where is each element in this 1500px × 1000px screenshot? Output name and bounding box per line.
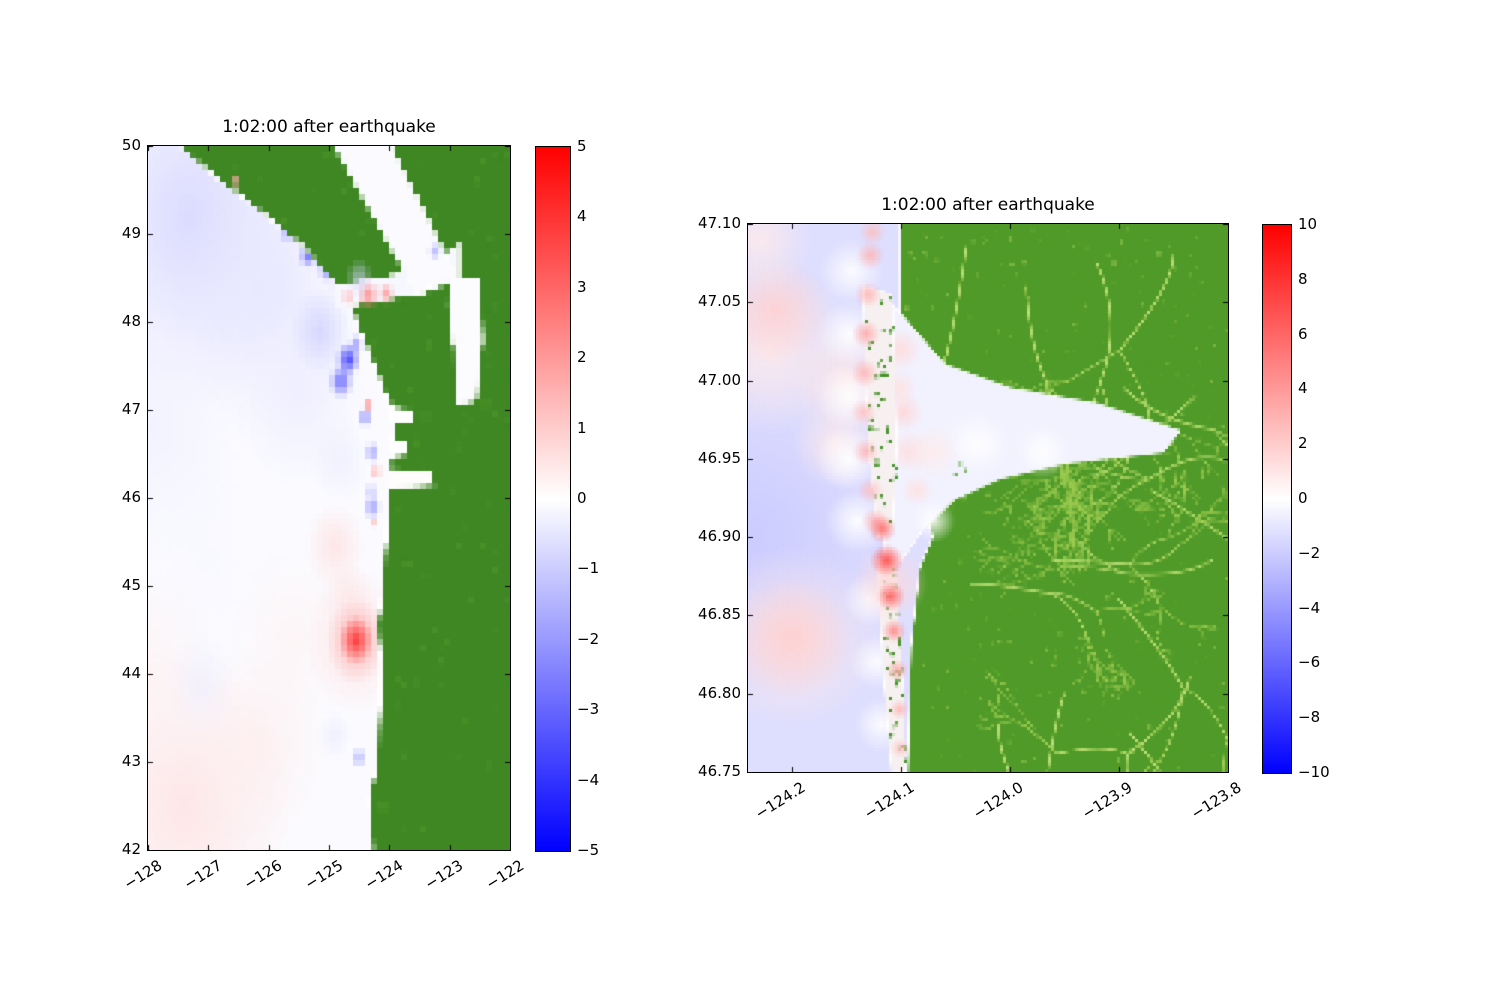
y-tick-label: 46.95	[698, 448, 741, 467]
y-tick-label: 46.75	[698, 762, 741, 780]
y-tick-label: 50	[121, 136, 141, 154]
x-tick-label: −123	[422, 856, 467, 894]
colorbar-tick-label: 4	[1298, 379, 1308, 398]
colorbar-tick-label: 10	[1298, 215, 1318, 233]
y-tick-label: 46	[121, 488, 141, 506]
y-tick-label: 44	[121, 664, 141, 682]
y-tick-label: 42	[121, 840, 141, 858]
colorbar-tick-label: 4	[577, 207, 587, 226]
left-map-panel: 1:02:00 after earthquake 50 49 48 47 46 45 44 4…	[121, 117, 527, 893]
colorbar-tick-label: 0	[1298, 489, 1308, 507]
right-map-canvas	[747, 223, 1229, 773]
colorbar-tick-label: −8	[1298, 708, 1321, 727]
colorbar-tick-label: 6	[1298, 324, 1308, 343]
x-tick-label: −123.8	[1188, 778, 1246, 823]
colorbar-tick-label: −10	[1298, 763, 1330, 781]
colorbar-tick-label: 5	[577, 137, 587, 155]
left-map-canvas	[147, 145, 511, 851]
colorbar-tick-label: −2	[1298, 543, 1321, 562]
y-tick-label: 43	[121, 752, 141, 770]
x-tick-label: −123.9	[1079, 778, 1136, 823]
right-colorbar: 10 8 6 4 2 0 −2 −4 −6 −8 −10	[1262, 216, 1330, 781]
y-tick-label: 49	[121, 224, 141, 242]
colorbar-tick-label: −5	[577, 841, 600, 859]
x-tick-label: −124.2	[752, 778, 809, 823]
left-colorbar: 5 4 3 2 1 0 −1 −2 −3 −4 −5	[535, 138, 599, 859]
colorbar-tick-label: −4	[577, 770, 600, 789]
y-tick-label: 46.85	[698, 605, 741, 624]
x-tick-label: −124.1	[861, 778, 918, 823]
y-tick-label: 45	[121, 576, 141, 594]
x-tick-label: −126	[241, 856, 286, 894]
x-tick-label: −127	[180, 856, 226, 894]
y-tick-label: 47.00	[698, 370, 741, 389]
x-tick-label: −124.0	[970, 778, 1027, 823]
colorbar-tick-label: −1	[577, 559, 600, 578]
y-tick-label: 47.05	[698, 292, 741, 311]
y-tick-label: 46.90	[698, 527, 741, 546]
colorbar-tick-label: 3	[577, 277, 587, 296]
y-tick-label: 46.80	[698, 683, 741, 702]
colorbar-tick-label: 0	[577, 489, 587, 507]
right-map-title: 1:02:00 after earthquake	[881, 195, 1095, 215]
colorbar-tick-label: 2	[577, 348, 587, 367]
x-tick-label: −125	[301, 856, 347, 894]
colorbar-tick-label: 2	[1298, 434, 1308, 453]
x-tick-label: −122	[482, 856, 528, 894]
y-tick-label: 48	[121, 312, 141, 330]
colorbar-tick-label: −6	[1298, 653, 1321, 672]
y-tick-label: 47.10	[698, 214, 741, 232]
colorbar-tick-label: −3	[577, 700, 600, 719]
y-tick-label: 47	[121, 400, 141, 418]
colorbar-tick-label: −2	[577, 629, 600, 648]
x-tick-label: −128	[120, 856, 166, 894]
left-map-title: 1:02:00 after earthquake	[222, 117, 436, 137]
x-tick-label: −124	[361, 856, 407, 894]
right-map-panel: 1:02:00 after earthquake 47.10 47.05 47.00…	[698, 195, 1245, 823]
colorbar-tick-label: 8	[1298, 269, 1308, 288]
colorbar-tick-label: 1	[577, 418, 587, 437]
colorbar-tick-label: −4	[1298, 598, 1321, 617]
